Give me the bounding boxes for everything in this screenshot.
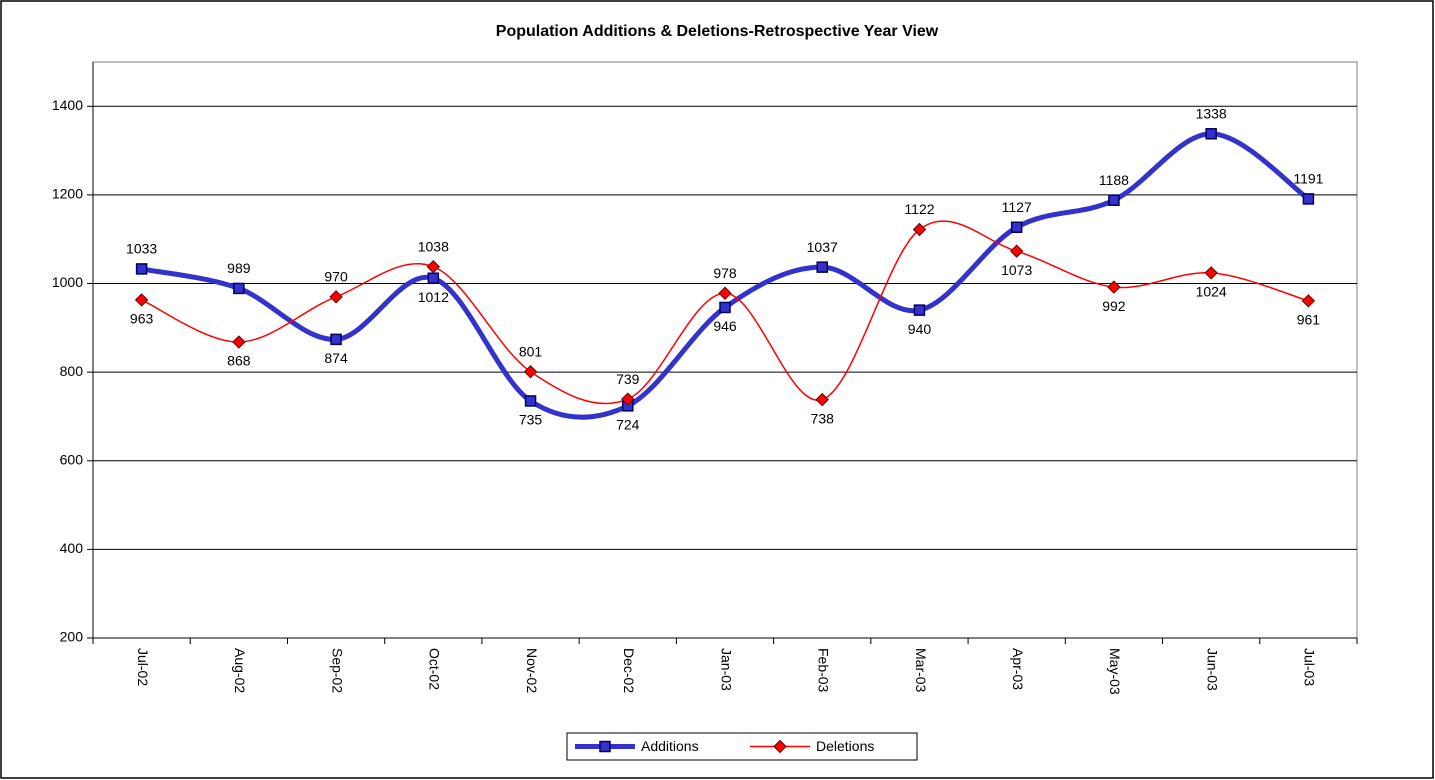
marker [913, 304, 926, 316]
data-label: 970 [324, 269, 348, 285]
data-label: 989 [227, 260, 251, 276]
x-tick-label: Oct-02 [427, 648, 443, 690]
data-label: 963 [130, 311, 154, 327]
data-label: 1188 [1099, 172, 1129, 188]
marker [912, 222, 927, 237]
marker [815, 392, 829, 407]
data-label: 946 [713, 318, 737, 334]
marker [134, 293, 149, 307]
marker [719, 301, 731, 314]
y-tick-label: 600 [60, 451, 84, 467]
marker [427, 272, 440, 284]
legend: Additions Deletions [566, 732, 918, 761]
data-label: 739 [616, 371, 640, 387]
x-tick-label: Apr-03 [1010, 648, 1026, 690]
marker [135, 263, 148, 275]
chart-title: Population Additions & Deletions-Retrosp… [496, 23, 939, 40]
data-label: 868 [227, 353, 251, 369]
data-label: 724 [616, 417, 640, 433]
data-label: 961 [1297, 312, 1321, 328]
series-line [141, 220, 1309, 405]
marker [1204, 266, 1218, 280]
y-tick-label: 400 [60, 540, 84, 556]
legend-label: Deletions [816, 738, 874, 754]
x-tick-label: Dec-02 [621, 648, 637, 693]
data-label: 735 [519, 412, 543, 428]
y-tick-label: 1200 [52, 186, 83, 202]
x-tick-label: Feb-03 [816, 648, 832, 693]
legend-marker [599, 740, 611, 753]
data-label: 940 [908, 321, 932, 337]
marker [524, 395, 537, 407]
data-label: 1037 [807, 239, 838, 255]
data-label: 1012 [418, 289, 449, 305]
y-tick-label: 800 [60, 363, 84, 379]
marker [523, 365, 538, 379]
marker [621, 392, 635, 406]
x-tick-label: Sep-02 [329, 648, 345, 693]
x-tick-label: Jul-03 [1302, 648, 1318, 686]
data-label: 1122 [904, 201, 934, 217]
marker [718, 286, 732, 300]
marker [329, 290, 343, 304]
x-tick-label: Jan-03 [718, 648, 734, 691]
marker [232, 335, 246, 349]
data-label: 978 [713, 265, 737, 281]
x-tick-label: Jul-02 [135, 648, 151, 686]
marker [1301, 294, 1316, 308]
marker [1009, 244, 1024, 258]
marker [233, 282, 245, 295]
x-tick-label: Nov-02 [524, 648, 540, 693]
x-tick-label: Mar-03 [913, 648, 929, 693]
x-tick-label: May-03 [1107, 648, 1123, 695]
marker [1302, 193, 1315, 205]
data-label: 1338 [1196, 105, 1227, 121]
marker [1010, 221, 1023, 234]
marker [1205, 128, 1217, 140]
x-tick-label: Jun-03 [1204, 648, 1220, 691]
legend-label: Additions [641, 738, 699, 754]
marker [1108, 194, 1120, 206]
marker [816, 261, 828, 273]
y-tick-label: 200 [60, 629, 84, 645]
marker [330, 333, 342, 346]
y-tick-label: 1000 [52, 274, 83, 290]
x-tick-label: Aug-02 [232, 648, 248, 693]
data-label: 801 [519, 343, 543, 359]
data-label: 1127 [1002, 199, 1032, 215]
data-label: 1033 [126, 241, 157, 257]
data-label: 874 [324, 350, 348, 366]
plot-area [92, 61, 1358, 639]
y-tick-label: 1400 [52, 97, 83, 113]
data-label: 1024 [1196, 284, 1227, 300]
data-label: 992 [1102, 298, 1126, 314]
data-label: 1038 [418, 238, 449, 254]
data-label: 1191 [1293, 171, 1323, 187]
data-label: 738 [811, 410, 835, 426]
marker [426, 259, 441, 274]
legend-marker [773, 739, 787, 754]
data-label: 1073 [1001, 262, 1032, 278]
marker [1107, 280, 1121, 294]
